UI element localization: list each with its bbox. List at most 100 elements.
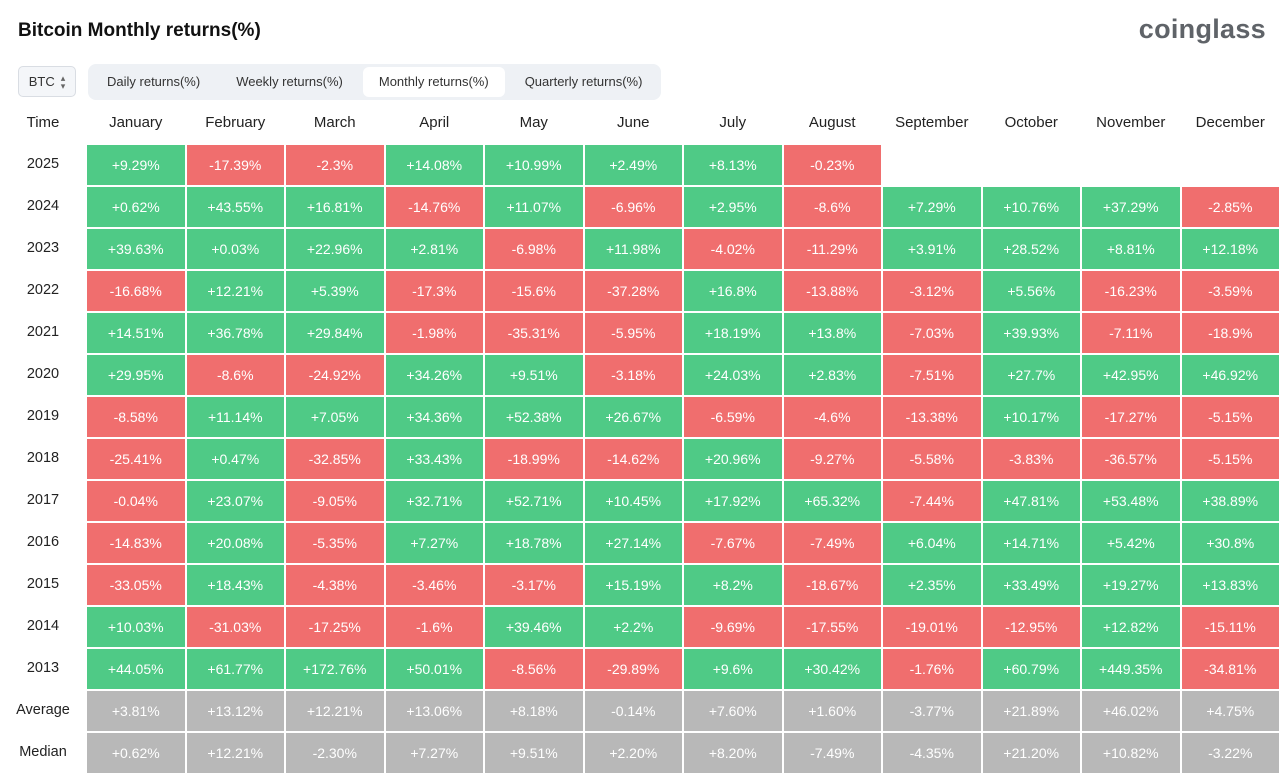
column-header-october: October bbox=[1004, 113, 1058, 131]
return-cell: -3.17% bbox=[485, 565, 583, 605]
column-header-august: August bbox=[808, 113, 856, 131]
tab-daily-returns[interactable]: Daily returns(%) bbox=[107, 74, 201, 89]
return-cell: +0.47% bbox=[186, 439, 284, 479]
median-cell: -4.35% bbox=[883, 733, 981, 773]
row-label-2017: 2017 bbox=[26, 492, 60, 508]
return-cell: +449.35% bbox=[1082, 649, 1180, 689]
row-label-2013: 2013 bbox=[26, 660, 60, 676]
tab-quarterly-returns[interactable]: Quarterly returns(%) bbox=[524, 74, 643, 89]
return-cell: -19.01% bbox=[883, 607, 981, 647]
return-cell: -35.31% bbox=[485, 313, 583, 353]
return-cell: +0.03% bbox=[186, 229, 284, 269]
return-cell: +46.92% bbox=[1181, 355, 1279, 395]
return-cell: +50.01% bbox=[385, 649, 483, 689]
return-cell: -5.95% bbox=[584, 313, 682, 353]
average-cell: +13.12% bbox=[186, 691, 284, 731]
return-cell: +12.18% bbox=[1181, 229, 1279, 269]
return-cell: +13.83% bbox=[1181, 565, 1279, 605]
return-cell: -17.27% bbox=[1082, 397, 1180, 437]
return-cell: +11.98% bbox=[584, 229, 682, 269]
median-cell: +10.82% bbox=[1082, 733, 1180, 773]
return-cell: -16.23% bbox=[1082, 271, 1180, 311]
average-cell: -0.14% bbox=[584, 691, 682, 731]
return-cell: -7.11% bbox=[1082, 313, 1180, 353]
row-label-2019: 2019 bbox=[26, 408, 60, 424]
return-cell: +20.08% bbox=[186, 523, 284, 563]
average-cell: +12.21% bbox=[286, 691, 384, 731]
row-label-2018: 2018 bbox=[26, 450, 60, 466]
return-cell: -17.3% bbox=[385, 271, 483, 311]
return-cell: -15.6% bbox=[485, 271, 583, 311]
median-cell: +0.62% bbox=[87, 733, 185, 773]
row-label-2020: 2020 bbox=[26, 366, 60, 382]
return-cell: -34.81% bbox=[1181, 649, 1279, 689]
tab-weekly-returns[interactable]: Weekly returns(%) bbox=[236, 74, 343, 89]
return-cell: -1.98% bbox=[385, 313, 483, 353]
return-cell: -3.46% bbox=[385, 565, 483, 605]
median-cell: +21.20% bbox=[982, 733, 1080, 773]
return-cell: +39.93% bbox=[982, 313, 1080, 353]
row-label-2023: 2023 bbox=[26, 240, 60, 256]
return-cell: +2.2% bbox=[584, 607, 682, 647]
return-cell: -5.35% bbox=[286, 523, 384, 563]
row-label-median: Median bbox=[19, 744, 67, 760]
asset-select[interactable]: BTC ▴ ▾ bbox=[18, 66, 76, 97]
return-cell: +42.95% bbox=[1082, 355, 1180, 395]
average-cell: +8.18% bbox=[485, 691, 583, 731]
return-cell: +5.42% bbox=[1082, 523, 1180, 563]
return-cell: +37.29% bbox=[1082, 187, 1180, 227]
chevron-updown-icon: ▴ ▾ bbox=[60, 72, 66, 91]
return-cell: -1.76% bbox=[883, 649, 981, 689]
row-label-average: Average bbox=[16, 702, 70, 718]
return-cell: -7.44% bbox=[883, 481, 981, 521]
return-cell: +11.07% bbox=[485, 187, 583, 227]
average-cell: +1.60% bbox=[783, 691, 881, 731]
median-cell: +9.51% bbox=[485, 733, 583, 773]
return-cell: -29.89% bbox=[584, 649, 682, 689]
return-cell: -18.9% bbox=[1181, 313, 1279, 353]
return-cell: -14.62% bbox=[584, 439, 682, 479]
return-cell: +30.8% bbox=[1181, 523, 1279, 563]
return-cell: +12.82% bbox=[1082, 607, 1180, 647]
return-cell: +60.79% bbox=[982, 649, 1080, 689]
return-cell: +3.91% bbox=[883, 229, 981, 269]
median-cell: -3.22% bbox=[1181, 733, 1279, 773]
return-cell: -17.25% bbox=[286, 607, 384, 647]
return-cell: +52.71% bbox=[485, 481, 583, 521]
return-cell: +19.27% bbox=[1082, 565, 1180, 605]
return-cell: +5.56% bbox=[982, 271, 1080, 311]
returns-heatmap-table: Time January February March April May June July… bbox=[0, 101, 1280, 773]
return-cell: +8.2% bbox=[684, 565, 782, 605]
column-header-february: February bbox=[205, 113, 266, 131]
return-cell: +10.17% bbox=[982, 397, 1080, 437]
column-header-may: May bbox=[519, 113, 548, 131]
return-cell: -7.03% bbox=[883, 313, 981, 353]
column-header-july: July bbox=[719, 113, 747, 131]
return-cell: -9.05% bbox=[286, 481, 384, 521]
return-cell: +10.76% bbox=[982, 187, 1080, 227]
return-cell: +5.39% bbox=[286, 271, 384, 311]
return-cell: -3.59% bbox=[1181, 271, 1279, 311]
return-cell: +20.96% bbox=[684, 439, 782, 479]
return-cell: +27.14% bbox=[584, 523, 682, 563]
return-cell: -17.55% bbox=[783, 607, 881, 647]
return-cell: +26.67% bbox=[584, 397, 682, 437]
return-cell: +9.6% bbox=[684, 649, 782, 689]
return-cell: -13.88% bbox=[783, 271, 881, 311]
page-title: Bitcoin Monthly returns(%) bbox=[18, 20, 261, 41]
return-cell: -25.41% bbox=[87, 439, 185, 479]
return-cell: -18.67% bbox=[783, 565, 881, 605]
return-cell: -4.6% bbox=[783, 397, 881, 437]
return-cell: -6.59% bbox=[684, 397, 782, 437]
return-cell: -37.28% bbox=[584, 271, 682, 311]
row-label-2014: 2014 bbox=[26, 618, 60, 634]
tab-monthly-returns[interactable]: Monthly returns(%) bbox=[362, 67, 505, 97]
return-cell: +7.05% bbox=[286, 397, 384, 437]
return-cell: +53.48% bbox=[1082, 481, 1180, 521]
column-header-september: September bbox=[895, 113, 969, 131]
return-cell: +15.19% bbox=[584, 565, 682, 605]
median-cell: +12.21% bbox=[186, 733, 284, 773]
return-cell: +9.29% bbox=[87, 145, 185, 185]
row-label-2021: 2021 bbox=[26, 324, 60, 340]
return-cell: +2.83% bbox=[783, 355, 881, 395]
